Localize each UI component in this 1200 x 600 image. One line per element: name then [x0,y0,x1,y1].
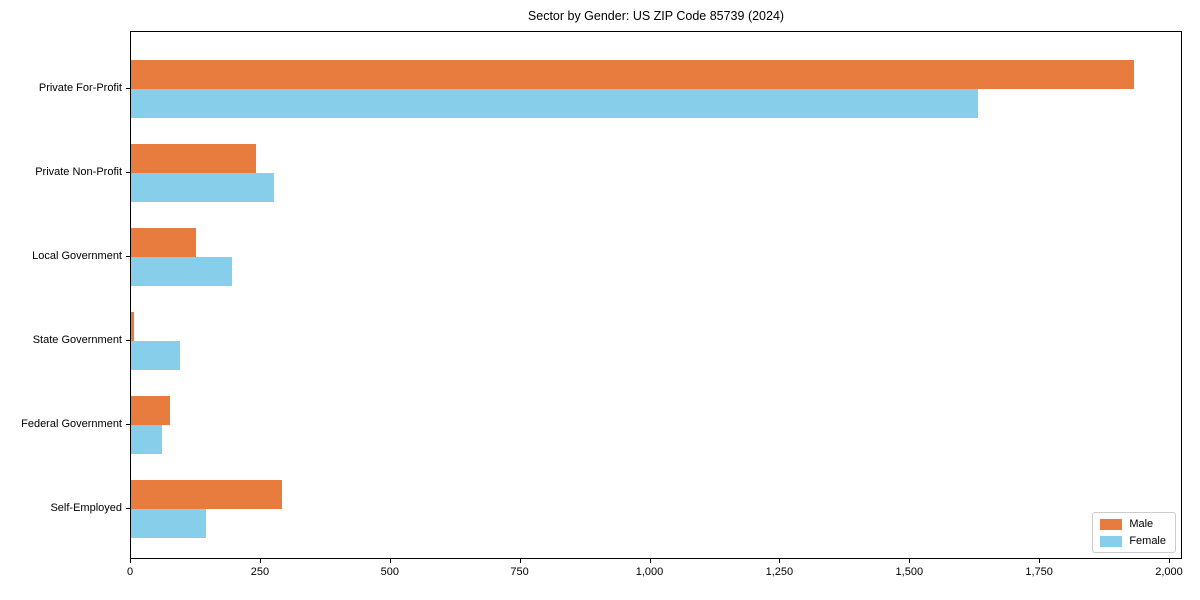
legend-item-male: Male [1100,518,1166,530]
ytick-label-private-non-profit: Private Non-Profit [35,166,122,178]
xtick-mark [779,559,781,563]
xtick-label-1000: 1,000 [635,566,664,578]
bar-male-private-for-profit [131,60,1134,89]
legend: Male Female [1092,512,1176,553]
xtick-label-0: 0 [126,566,134,578]
bar-female-state-government [131,341,181,370]
ytick-label-federal-government: Federal Government [21,418,122,430]
female-series-swatch [1100,535,1123,547]
bar-female-private-for-profit [131,89,978,118]
bar-male-private-non-profit [131,144,256,173]
xtick-label-2000: 2,000 [1155,566,1183,578]
ytick-label-state-government: State Government [32,334,122,346]
bar-female-private-non-profit [131,173,274,202]
bar-female-local-government [131,257,233,286]
xtick-mark [389,559,391,563]
male-series-swatch [1100,518,1123,530]
ytick-label-local-government: Local Government [32,250,122,262]
xtick-label-1500: 1,500 [895,566,924,578]
ytick-mark [126,508,130,509]
ytick-mark [126,424,130,425]
bar-male-state-government [131,312,134,341]
xtick-label-1250: 1,250 [765,566,794,578]
legend-item-female: Female [1100,535,1166,547]
xtick-mark [1039,559,1041,563]
bar-male-federal-government [131,396,170,425]
bar-female-self-employed [131,509,207,538]
ytick-mark [126,88,130,89]
xtick-label-1750: 1,750 [1025,566,1053,578]
xtick-label-750: 750 [510,566,529,578]
legend-label-female: Female [1129,535,1166,547]
legend-label-male: Male [1129,518,1154,530]
xtick-mark [259,559,261,563]
bar-female-federal-government [131,425,163,454]
xtick-mark [1169,559,1170,563]
xtick-mark [519,559,521,563]
ytick-label-self-employed: Self-Employed [50,502,122,514]
xtick-mark [130,559,131,563]
ytick-label-private-for-profit: Private For-Profit [38,82,122,94]
ytick-mark [126,256,130,257]
xtick-mark [909,559,911,563]
ytick-mark [126,340,130,341]
bar-male-local-government [131,228,196,257]
bar-male-self-employed [131,480,282,509]
xtick-label-250: 250 [250,566,270,578]
xtick-label-500: 500 [380,566,399,578]
plot-area: Male Female [130,31,1182,559]
xtick-mark [649,559,651,563]
chart-title: Sector by Gender: US ZIP Code 85739 (202… [527,9,785,23]
ytick-mark [126,172,130,173]
